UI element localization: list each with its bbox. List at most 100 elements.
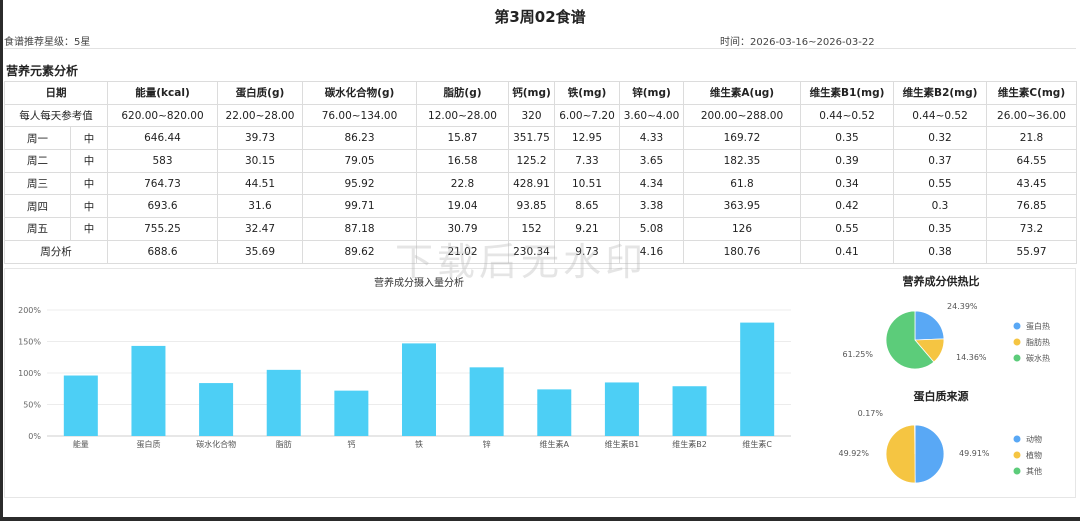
y-tick-label: 150% [18,338,41,347]
x-tick-label: 铁 [415,439,423,449]
table-cell: 0.35 [800,126,894,151]
legend-marker [1013,354,1021,362]
table-cell: 87.18 [302,217,417,241]
pie-chart-title: 蛋白质来源 [914,389,969,403]
table-cell: 180.76 [683,239,801,264]
x-tick-label: 维生素B2 [672,439,707,449]
table-cell: 688.6 [107,239,218,264]
table-cell: 0.37 [893,149,987,173]
meal-cell: 中 [70,194,108,219]
table-cell: 32.47 [217,217,303,241]
table-cell: 4.34 [619,171,684,196]
legend-marker [1013,451,1021,459]
bar-chart-title: 营养成分摄入量分析 [374,276,464,289]
table-cell: 76.85 [986,194,1077,219]
table-cell: 4.33 [619,126,684,151]
row-label: 每人每天参考值 [4,103,108,128]
section-title: 营养元素分析 [6,64,79,78]
table-cell: 16.58 [416,149,509,173]
table-cell: 3.65 [619,149,684,173]
table-cell: 693.6 [107,194,218,219]
bar [469,367,504,436]
y-tick-label: 200% [18,306,41,315]
table-cell: 8.65 [554,194,620,219]
table-cell: 182.35 [683,149,801,173]
table-cell: 22.00~28.00 [217,103,303,128]
table-row: 周一 中 646.44 39.73 86.23 15.87 351.75 12.… [4,126,1077,151]
table-cell: 0.38 [893,239,987,264]
column-header: 维生素B2(mg) [893,81,987,105]
table-cell: 44.51 [217,171,303,196]
column-header: 碳水化合物(g) [302,81,417,105]
x-tick-label: 锌 [483,439,491,449]
table-cell: 4.16 [619,239,684,264]
day-cell: 周二 [4,149,71,173]
pie-slice [914,310,945,341]
x-tick-label: 能量 [73,439,89,449]
table-cell: 93.85 [508,194,555,219]
table-cell: 43.45 [986,171,1077,196]
table-cell: 169.72 [683,126,801,151]
column-header: 维生素C(mg) [986,81,1077,105]
table-cell: 764.73 [107,171,218,196]
table-cell: 22.8 [416,171,509,196]
time-range-label: 时间：2026-03-16~2026-03-22 [720,37,875,48]
table-cell: 0.39 [800,149,894,173]
legend-marker [1013,435,1021,443]
bar [740,322,775,436]
bar [537,389,572,436]
table-cell: 0.41 [800,239,894,264]
column-header: 能量(kcal) [107,81,218,105]
legend-label: 动物 [1026,434,1042,444]
table-cell: 646.44 [107,126,218,151]
legend-label: 碳水热 [1026,353,1050,363]
pie-slice [885,424,916,484]
table-cell: 125.2 [508,149,555,173]
bar [131,345,166,436]
table-cell: 39.73 [217,126,303,151]
column-header: 日期 [4,81,108,105]
legend-marker [1013,322,1021,330]
table-cell: 79.05 [302,149,417,173]
table-cell: 620.00~820.00 [107,103,218,128]
day-cell: 周三 [4,171,71,196]
table-cell: 0.32 [893,126,987,151]
window-edge [0,517,1080,521]
table-cell: 9.21 [554,217,620,241]
charts-svg: 营养成分摄入量分析 0% 50% 100% 150% 200% 能量 蛋白质 碳水化合物 脂肪 钙 铁… [18,274,1050,484]
column-header: 铁(mg) [554,81,620,105]
day-cell: 周五 [4,217,71,241]
table-cell: 95.92 [302,171,417,196]
table-cell: 35.69 [217,239,303,264]
table-cell: 0.42 [800,194,894,219]
table-row: 周五 中 755.25 32.47 87.18 30.79 152 9.21 5… [4,217,1077,241]
meal-cell: 中 [70,217,108,241]
pie-data-label: 14.36% [956,353,987,362]
table-cell: 755.25 [107,217,218,241]
x-tick-label: 维生素A [540,439,570,449]
nutrition-table: 日期 能量(kcal) 蛋白质(g) 碳水化合物(g) 脂肪(g) 钙(mg) … [4,81,1077,264]
table-cell: 0.3 [893,194,987,219]
table-cell: 7.33 [554,149,620,173]
column-header: 维生素A(ug) [683,81,801,105]
table-cell: 64.55 [986,149,1077,173]
table-cell: 21.8 [986,126,1077,151]
table-cell: 230.34 [508,239,555,264]
table-cell: 12.95 [554,126,620,151]
x-tick-label: 维生素B1 [605,439,640,449]
table-cell: 86.23 [302,126,417,151]
bar [266,369,301,436]
meal-cell: 中 [70,126,108,151]
row-label: 周分析 [4,239,108,264]
legend-label: 蛋白热 [1026,321,1050,331]
day-cell: 周一 [4,126,71,151]
column-header: 钙(mg) [508,81,555,105]
x-tick-label: 钙 [347,439,355,449]
x-tick-label: 碳水化合物 [196,439,236,449]
column-header: 脂肪(g) [416,81,509,105]
table-cell: 583 [107,149,218,173]
reference-row: 每人每天参考值 620.00~820.00 22.00~28.00 76.00~… [4,103,1077,128]
legend-label: 其他 [1026,466,1042,476]
table-cell: 15.87 [416,126,509,151]
